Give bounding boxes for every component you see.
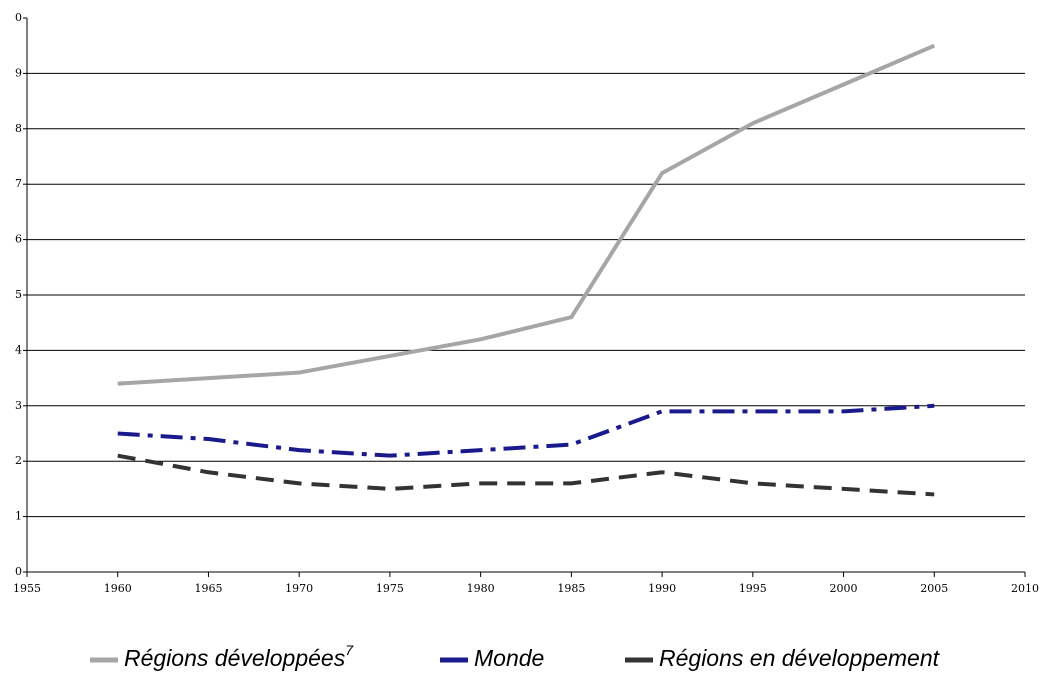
legend-label: Régions développées7 bbox=[124, 642, 354, 671]
x-tick-label: 2010 bbox=[1011, 582, 1039, 595]
y-tick-label: 7 bbox=[15, 177, 22, 190]
x-tick-label: 1970 bbox=[285, 582, 313, 595]
legend-name: Monde bbox=[474, 645, 544, 671]
x-tick-label: 1965 bbox=[194, 582, 222, 595]
x-tick-label: 1990 bbox=[648, 582, 676, 595]
y-tick-label: 4 bbox=[15, 343, 22, 356]
x-tick-label: 1955 bbox=[13, 582, 41, 595]
y-tick-label: 0 bbox=[15, 565, 22, 578]
y-tick-label: 8 bbox=[15, 122, 22, 135]
series-line bbox=[117, 453, 935, 497]
y-tick-label: 0 bbox=[15, 11, 22, 24]
x-tick-label: 1985 bbox=[557, 582, 585, 595]
y-tick-label: 1 bbox=[15, 510, 22, 523]
x-tick-label: 1975 bbox=[376, 582, 404, 595]
y-tick-label: 3 bbox=[15, 399, 22, 412]
y-tick-label: 9 bbox=[15, 66, 22, 79]
x-tick-label: 2000 bbox=[830, 582, 858, 595]
x-tick-label: 1960 bbox=[104, 582, 132, 595]
y-tick-label: 2 bbox=[15, 454, 22, 467]
series-line bbox=[117, 43, 936, 386]
legend-label: Régions en développement bbox=[659, 645, 941, 671]
legend-label: Monde bbox=[474, 645, 544, 671]
legend-name: Régions en développement bbox=[659, 645, 941, 671]
y-tick-label: 6 bbox=[15, 233, 22, 246]
x-tick-label: 2005 bbox=[920, 582, 948, 595]
x-tick-label: 1980 bbox=[467, 582, 495, 595]
y-tick-label: 5 bbox=[15, 288, 22, 301]
legend-name: Régions développées bbox=[124, 645, 346, 671]
series-line bbox=[117, 403, 935, 458]
x-tick-label: 1995 bbox=[739, 582, 767, 595]
legend-superscript: 7 bbox=[345, 642, 354, 658]
